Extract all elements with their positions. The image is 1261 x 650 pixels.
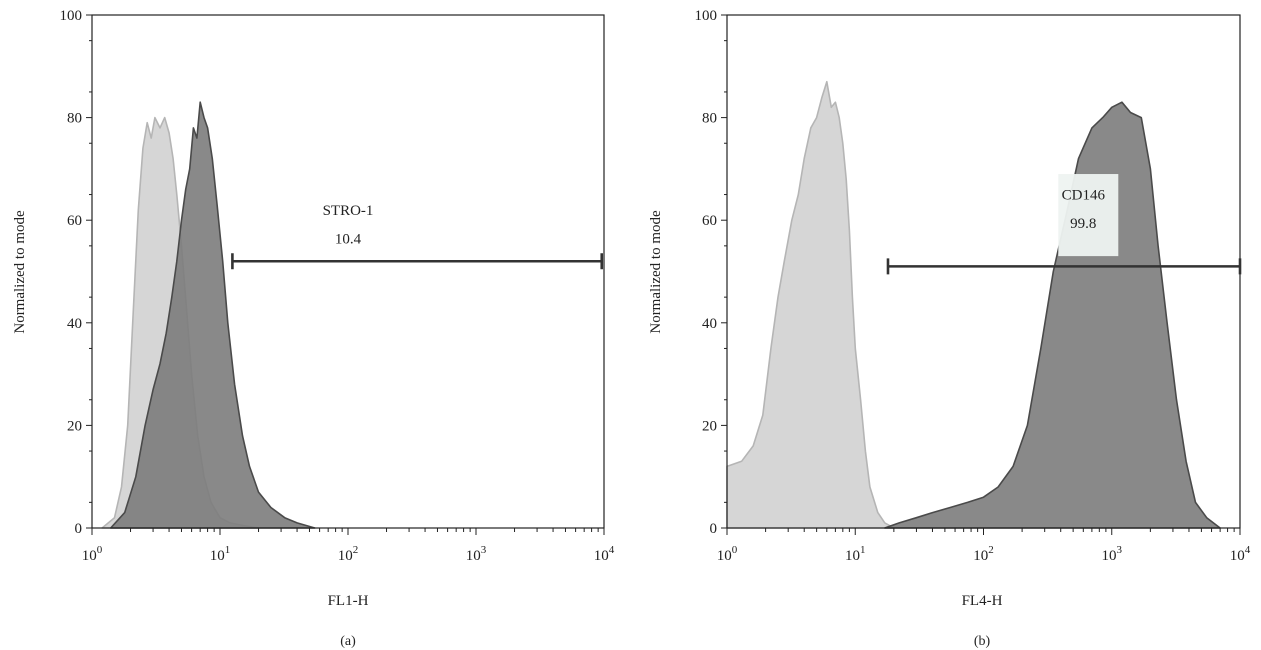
panel-b: 0 20 40 60 80 100 100 101 102 103 104 CD146 99.8 FL4…	[648, 8, 1251, 649]
panel-a-series-2-area	[109, 101, 316, 529]
panel-b-x-tick-label: 101	[845, 544, 866, 564]
panel-a-annotation-label: STRO-1	[323, 203, 374, 219]
panel-a: 0 20 40 60 80 100 100 101 102 103 104 STRO-1 10.4 FL…	[12, 8, 615, 649]
panel-b-series-2-area	[884, 101, 1221, 529]
panel-b-y-tick-label: 60	[702, 213, 717, 229]
panel-b-x-tick-label: 103	[1102, 544, 1123, 564]
panel-b-annotation-value: 99.8	[1070, 216, 1096, 232]
panel-a-x-tick-label: 103	[466, 544, 487, 564]
panel-a-label: (a)	[340, 634, 356, 649]
panel-b-y-tick-label: 80	[702, 111, 717, 127]
panel-a-y-tick-label: 100	[60, 8, 83, 24]
panel-b-y-tick-label: 0	[710, 521, 718, 537]
panel-b-series-1-area	[726, 80, 895, 529]
panel-a-annotation-value: 10.4	[335, 231, 362, 247]
panel-a-y-tick-label: 40	[67, 316, 82, 332]
panel-a-x-tick-label: 102	[338, 544, 359, 564]
panel-b-annotation-background	[1058, 174, 1119, 257]
panel-a-y-tick-label: 80	[67, 111, 82, 127]
panel-a-x-axis-title: FL1-H	[328, 593, 369, 609]
panel-a-plot-area: 0 20 40 60 80 100 100 101 102 103 104 STRO-1 10.4	[60, 8, 615, 564]
panel-b-x-tick-label: 102	[973, 544, 994, 564]
panel-b-plot-area: 0 20 40 60 80 100 100 101 102 103 104 CD146 99.8	[695, 8, 1251, 564]
panel-b-y-axis-title: Normalized to mode	[648, 210, 664, 334]
panel-b-y-tick-label: 20	[702, 418, 717, 434]
panel-a-y-tick-label: 0	[75, 521, 83, 537]
panel-b-x-axis-title: FL4-H	[962, 593, 1003, 609]
panel-b-label: (b)	[974, 634, 991, 649]
panel-b-y-tick-label: 40	[702, 316, 717, 332]
panel-b-x-tick-label: 100	[717, 544, 738, 564]
panel-a-y-tick-label: 60	[67, 213, 82, 229]
panel-a-y-axis-title: Normalized to mode	[12, 210, 28, 334]
panel-b-x-tick-label: 104	[1230, 544, 1251, 564]
panel-a-x-tick-label: 100	[82, 544, 103, 564]
panel-a-y-tick-label: 20	[67, 418, 82, 434]
panel-a-x-tick-label: 104	[594, 544, 615, 564]
panel-b-annotation-label: CD146	[1062, 188, 1106, 204]
panel-a-x-tick-label: 101	[210, 544, 231, 564]
panel-b-y-tick-label: 100	[695, 8, 718, 24]
